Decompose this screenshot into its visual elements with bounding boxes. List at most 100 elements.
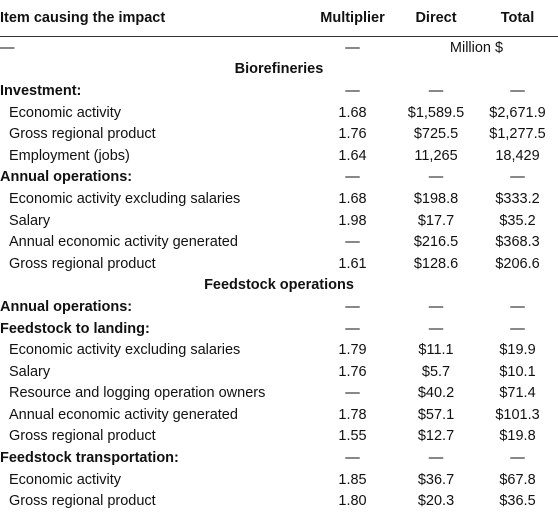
- value-cell: $19.9: [499, 342, 536, 359]
- value-cell: $11.1: [418, 342, 454, 359]
- units-row: — — Million $: [0, 37, 558, 59]
- data-row: Gross regional product 1.61 $128.6 $206.6: [0, 253, 558, 275]
- value-cell: —: [345, 169, 360, 186]
- value-cell: —: [345, 450, 360, 467]
- value-cell: —: [345, 234, 360, 251]
- value-cell: $101.3: [495, 406, 540, 423]
- value-cell: $725.5: [413, 126, 459, 143]
- value-cell: —: [428, 450, 444, 467]
- section-row: Biorefineries: [0, 59, 558, 81]
- group-row: Feedstock transportation: — — —: [0, 447, 558, 469]
- group-row: Feedstock to landing: — — —: [0, 318, 558, 340]
- value-cell: $36.5: [499, 493, 536, 510]
- value-cell: $368.3: [495, 234, 540, 251]
- group-row: Annual operations: — — —: [0, 296, 558, 318]
- value-cell: $128.6: [413, 255, 459, 272]
- label-cell: Gross regional product: [9, 126, 156, 143]
- value-cell: $10.1: [499, 363, 536, 380]
- value-cell: $19.8: [499, 428, 536, 445]
- label-cell: Feedstock to landing:: [0, 320, 150, 337]
- column-header: Multiplier: [310, 0, 395, 37]
- label-cell: Economic activity excluding salaries: [9, 342, 241, 359]
- data-row: Economic activity 1.68 $1,589.5 $2,671.9: [0, 102, 558, 124]
- value-cell: $333.2: [495, 190, 540, 207]
- value-cell: —: [510, 298, 525, 315]
- value-cell: $35.2: [499, 212, 536, 229]
- section-title: Biorefineries: [234, 61, 324, 78]
- value-cell: $40.2: [417, 385, 455, 402]
- data-row: Economic activity 1.85 $36.7 $67.8: [0, 469, 558, 491]
- value-cell: 1.68: [338, 104, 367, 121]
- column-header: Direct: [395, 0, 477, 37]
- label-cell: Salary: [9, 212, 51, 229]
- value-cell: $67.8: [499, 471, 536, 488]
- value-cell: —: [510, 82, 525, 99]
- table-body: — — Million $ Biorefineries Investment: — — — Ec…: [0, 37, 558, 513]
- value-cell: $20.3: [417, 493, 455, 510]
- data-row: Economic activity excluding salaries 1.68…: [0, 188, 558, 210]
- label-cell: Annual economic activity generated: [9, 406, 238, 423]
- value-cell: —: [345, 39, 360, 56]
- value-cell: —: [428, 320, 444, 337]
- value-cell: 1.79: [338, 342, 367, 359]
- value-cell: $2,671.9: [489, 104, 546, 121]
- label-cell: Employment (jobs): [9, 147, 130, 164]
- data-row: Employment (jobs) 1.64 11,265 18,429: [0, 145, 558, 167]
- data-row: Annual economic activity generated — $216.…: [0, 231, 558, 253]
- value-cell: —: [428, 169, 444, 186]
- data-row: Resource and logging operation owners — $4…: [0, 383, 558, 405]
- label-cell: Economic activity excluding salaries: [9, 190, 241, 207]
- column-header: Item causing the impact: [0, 0, 310, 37]
- value-cell: $36.7: [417, 471, 455, 488]
- value-cell: 1.98: [338, 212, 367, 229]
- label-cell: Economic activity: [9, 471, 122, 488]
- value-cell: $1,277.5: [489, 126, 546, 143]
- value-cell: —: [345, 385, 360, 402]
- value-cell: 18,429: [495, 147, 540, 164]
- value-cell: $1,589.5: [407, 104, 465, 121]
- value-cell: $198.8: [413, 190, 459, 207]
- value-cell: —: [345, 82, 360, 99]
- value-cell: 1.61: [338, 255, 367, 272]
- value-cell: $17.7: [417, 212, 455, 229]
- data-row: Economic activity excluding salaries 1.79…: [0, 339, 558, 361]
- value-cell: —: [345, 320, 360, 337]
- value-cell: —: [428, 298, 444, 315]
- label-cell: —: [0, 39, 15, 56]
- data-row: Salary 1.76 $5.7 $10.1: [0, 361, 558, 383]
- data-row: Gross regional product 1.80 $20.3 $36.5: [0, 490, 558, 512]
- value-cell: —: [510, 320, 525, 337]
- label-cell: Gross regional product: [9, 493, 156, 510]
- data-row: Salary 1.98 $17.7 $35.2: [0, 210, 558, 232]
- label-cell: Investment:: [0, 82, 82, 99]
- value-cell: $57.1: [417, 406, 455, 423]
- label-cell: Resource and logging operation owners: [9, 385, 266, 402]
- value-cell: $216.5: [413, 234, 459, 251]
- value-cell: $5.7: [421, 363, 451, 380]
- column-header: Total: [477, 0, 558, 37]
- data-row: Gross regional product 1.55 $12.7 $19.8: [0, 426, 558, 448]
- value-cell: Million $: [449, 39, 504, 56]
- data-row: Annual economic activity generated 1.78 $5…: [0, 404, 558, 426]
- label-cell: Annual economic activity generated: [9, 234, 238, 251]
- label-cell: Annual operations:: [0, 169, 133, 186]
- section-title: Feedstock operations: [204, 277, 354, 294]
- value-cell: 1.76: [338, 126, 367, 143]
- value-cell: 1.78: [338, 406, 367, 423]
- value-cell: 1.55: [338, 428, 367, 445]
- group-row: Investment: — — —: [0, 80, 558, 102]
- value-cell: 1.85: [338, 471, 367, 488]
- value-cell: $12.7: [417, 428, 455, 445]
- label-cell: Salary: [9, 363, 51, 380]
- label-cell: Feedstock transportation:: [0, 450, 179, 467]
- value-cell: $206.6: [495, 255, 540, 272]
- group-row: Annual operations: — — —: [0, 167, 558, 189]
- value-cell: 1.68: [338, 190, 367, 207]
- value-cell: 1.64: [338, 147, 367, 164]
- value-cell: 11,265: [414, 147, 458, 164]
- value-cell: —: [510, 450, 525, 467]
- value-cell: 1.76: [338, 363, 367, 380]
- value-cell: —: [345, 298, 360, 315]
- value-cell: 1.80: [338, 493, 367, 510]
